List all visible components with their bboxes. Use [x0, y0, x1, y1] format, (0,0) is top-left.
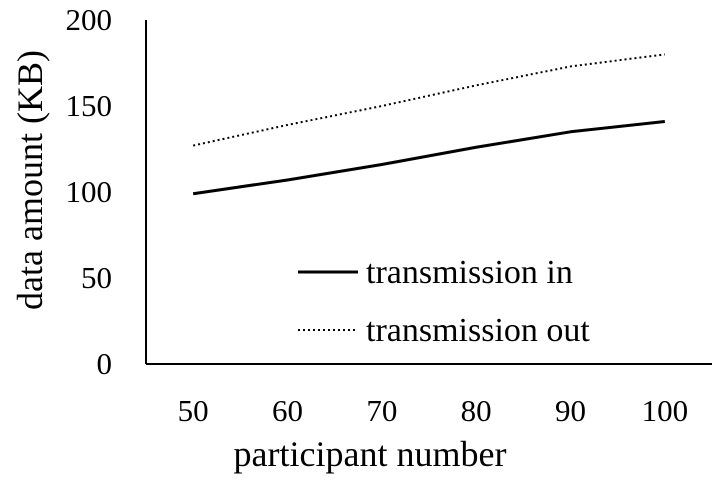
- y-tick-label: 0: [97, 346, 113, 381]
- series-line-transmission-out: [192, 53, 665, 147]
- x-tick-label: 60: [272, 393, 303, 428]
- x-tick-label: 50: [178, 393, 209, 428]
- y-tick-label: 200: [66, 2, 113, 37]
- x-tick-label: 100: [642, 393, 689, 428]
- x-tick-label: 90: [555, 393, 586, 428]
- y-tick-label: 50: [81, 260, 112, 295]
- y-tick-label: 150: [66, 88, 113, 123]
- y-tick-label: 100: [66, 174, 113, 209]
- legend: transmission in transmission out: [298, 254, 590, 349]
- x-tick-label: 70: [366, 393, 397, 428]
- series-layer: [192, 53, 665, 196]
- legend-label: transmission in: [366, 254, 573, 291]
- y-axis-label: data amount (KB): [10, 50, 50, 310]
- x-axis-label: participant number: [234, 434, 507, 474]
- x-tick-label: 80: [461, 393, 492, 428]
- legend-label: transmission out: [366, 312, 590, 349]
- y-axis-ticks: 0 50 100 150 200: [66, 2, 113, 381]
- x-axis-ticks: 50 60 70 80 90 100: [178, 393, 688, 428]
- series-line-transmission-in: [192, 119, 665, 196]
